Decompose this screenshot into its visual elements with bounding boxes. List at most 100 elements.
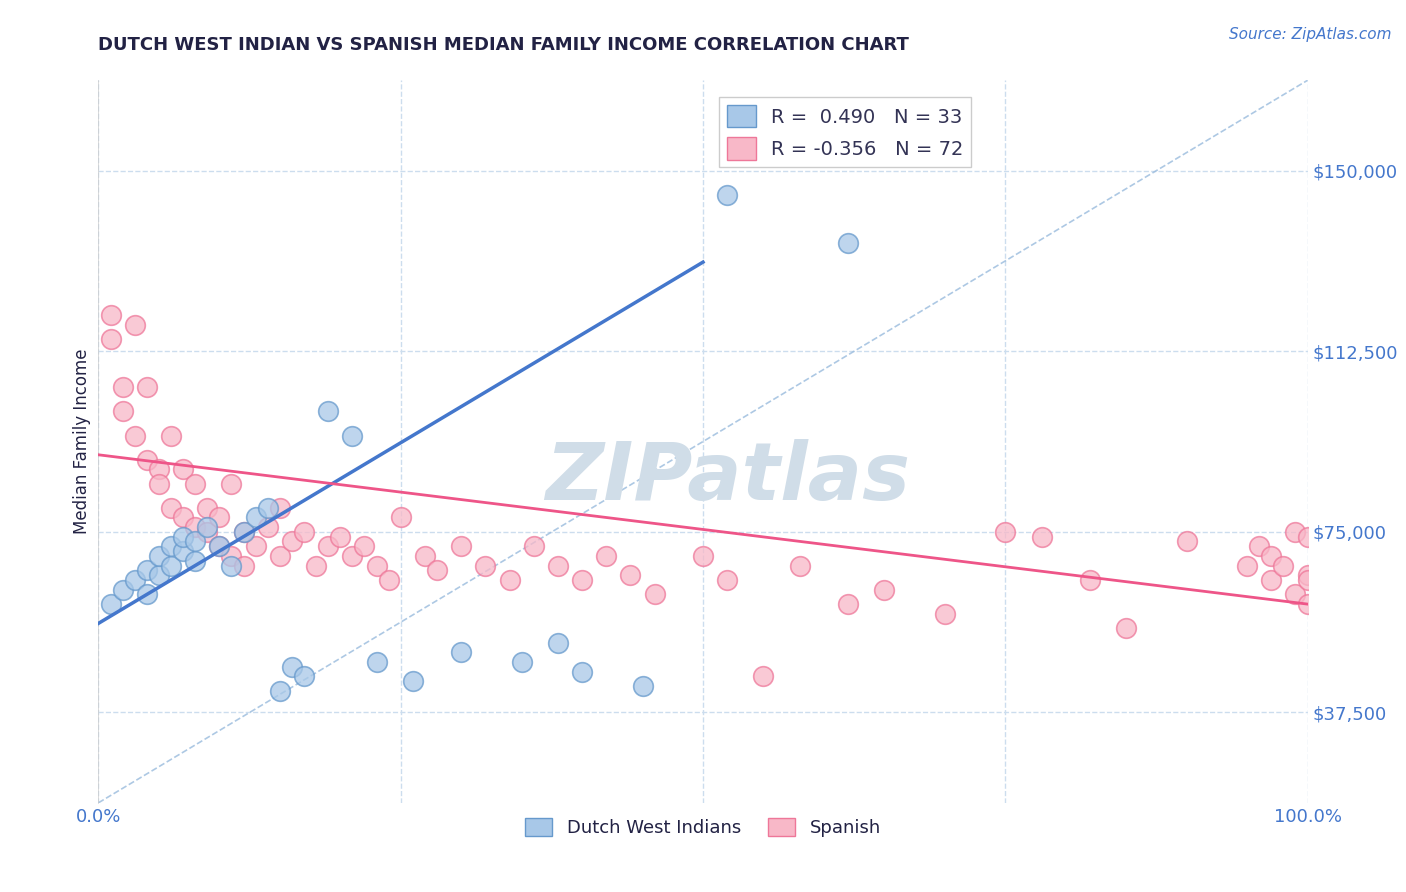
Point	[644, 587, 666, 601]
Point	[1260, 549, 1282, 563]
Point	[245, 539, 267, 553]
Point	[195, 520, 218, 534]
Point	[450, 539, 472, 553]
Point	[353, 539, 375, 553]
Text: DUTCH WEST INDIAN VS SPANISH MEDIAN FAMILY INCOME CORRELATION CHART: DUTCH WEST INDIAN VS SPANISH MEDIAN FAMI…	[98, 36, 910, 54]
Point	[135, 587, 157, 601]
Y-axis label: Median Family Income: Median Family Income	[73, 349, 91, 534]
Point	[148, 568, 170, 582]
Point	[934, 607, 956, 621]
Point	[221, 476, 243, 491]
Point	[510, 655, 533, 669]
Point	[498, 573, 520, 587]
Point	[160, 428, 183, 442]
Point	[135, 563, 157, 577]
Point	[269, 549, 291, 563]
Point	[292, 669, 315, 683]
Point	[1115, 621, 1137, 635]
Point	[100, 597, 122, 611]
Point	[366, 558, 388, 573]
Point	[111, 582, 134, 597]
Point	[342, 549, 364, 563]
Point	[837, 235, 859, 250]
Point	[619, 568, 641, 582]
Point	[269, 500, 291, 515]
Point	[1031, 530, 1053, 544]
Point	[692, 549, 714, 563]
Point	[124, 573, 146, 587]
Point	[1296, 530, 1319, 544]
Point	[1296, 597, 1319, 611]
Point	[1078, 573, 1101, 587]
Point	[716, 573, 738, 587]
Point	[124, 318, 146, 332]
Point	[195, 524, 218, 539]
Point	[256, 520, 278, 534]
Point	[837, 597, 859, 611]
Point	[232, 524, 254, 539]
Point	[547, 558, 569, 573]
Point	[389, 510, 412, 524]
Point	[377, 573, 399, 587]
Point	[184, 554, 207, 568]
Point	[1236, 558, 1258, 573]
Point	[571, 573, 593, 587]
Point	[160, 539, 183, 553]
Point	[789, 558, 811, 573]
Text: Source: ZipAtlas.com: Source: ZipAtlas.com	[1229, 27, 1392, 42]
Point	[172, 530, 194, 544]
Point	[1296, 568, 1319, 582]
Point	[195, 500, 218, 515]
Point	[148, 476, 170, 491]
Point	[547, 635, 569, 649]
Point	[124, 428, 146, 442]
Point	[160, 500, 183, 515]
Point	[172, 510, 194, 524]
Point	[148, 462, 170, 476]
Point	[148, 549, 170, 563]
Point	[523, 539, 546, 553]
Point	[221, 558, 243, 573]
Point	[994, 524, 1017, 539]
Point	[184, 476, 207, 491]
Point	[631, 679, 654, 693]
Point	[269, 683, 291, 698]
Point	[413, 549, 436, 563]
Point	[111, 404, 134, 418]
Point	[1284, 587, 1306, 601]
Point	[100, 332, 122, 346]
Point	[172, 462, 194, 476]
Point	[281, 534, 304, 549]
Point	[111, 380, 134, 394]
Point	[208, 539, 231, 553]
Point	[100, 308, 122, 322]
Point	[1296, 573, 1319, 587]
Point	[184, 534, 207, 549]
Point	[474, 558, 496, 573]
Point	[208, 539, 231, 553]
Point	[426, 563, 449, 577]
Point	[450, 645, 472, 659]
Point	[208, 510, 231, 524]
Point	[232, 558, 254, 573]
Legend: Dutch West Indians, Spanish: Dutch West Indians, Spanish	[517, 811, 889, 845]
Point	[1284, 524, 1306, 539]
Point	[1260, 573, 1282, 587]
Point	[172, 544, 194, 558]
Point	[305, 558, 328, 573]
Point	[256, 500, 278, 515]
Point	[752, 669, 775, 683]
Point	[281, 659, 304, 673]
Point	[316, 539, 339, 553]
Point	[366, 655, 388, 669]
Point	[135, 452, 157, 467]
Text: ZIPatlas: ZIPatlas	[544, 439, 910, 516]
Point	[221, 549, 243, 563]
Point	[160, 558, 183, 573]
Point	[316, 404, 339, 418]
Point	[245, 510, 267, 524]
Point	[292, 524, 315, 539]
Point	[329, 530, 352, 544]
Point	[1249, 539, 1271, 553]
Point	[1272, 558, 1295, 573]
